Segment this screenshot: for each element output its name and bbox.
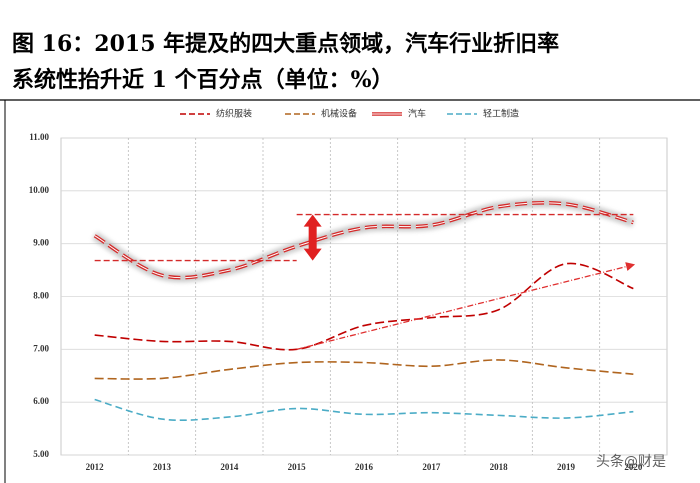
y-tick-label: 5.00: [33, 449, 49, 459]
x-tick-label: 2019: [557, 462, 576, 472]
y-tick-label: 9.00: [33, 238, 49, 248]
chart-title: 图 16：2015 年提及的四大重点领域，汽车行业折旧率: [12, 31, 559, 57]
x-tick-label: 2014: [220, 462, 239, 472]
x-tick-label: 2018: [490, 462, 509, 472]
series-line: [94, 359, 634, 380]
x-tick-label: 2020: [624, 462, 643, 472]
double-arrow: [303, 214, 322, 261]
legend-label: 轻工制造: [483, 108, 519, 120]
x-tick-label: 2016: [355, 462, 374, 472]
x-tick-label: 2017: [422, 462, 441, 472]
chart-title: 系统性抬升近 1 个百分点（单位：%）: [12, 67, 394, 93]
x-tick-label: 2015: [288, 462, 307, 472]
legend-label: 纺织服装: [216, 108, 252, 120]
y-tick-label: 11.00: [29, 132, 49, 142]
legend-label: 汽车: [408, 108, 426, 120]
series-line: [94, 398, 634, 422]
y-tick-label: 10.00: [29, 185, 50, 195]
y-tick-label: 7.00: [33, 343, 49, 353]
line-shadow: [92, 198, 635, 283]
series-line: [94, 262, 634, 351]
y-tick-label: 6.00: [33, 396, 49, 406]
x-tick-label: 2013: [153, 462, 172, 472]
watermark: 头条@财是: [596, 453, 666, 470]
trend-arrow: [296, 262, 636, 350]
x-tick-label: 2012: [86, 462, 105, 472]
y-tick-label: 8.00: [33, 291, 49, 301]
legend-label: 机械设备: [321, 108, 357, 120]
